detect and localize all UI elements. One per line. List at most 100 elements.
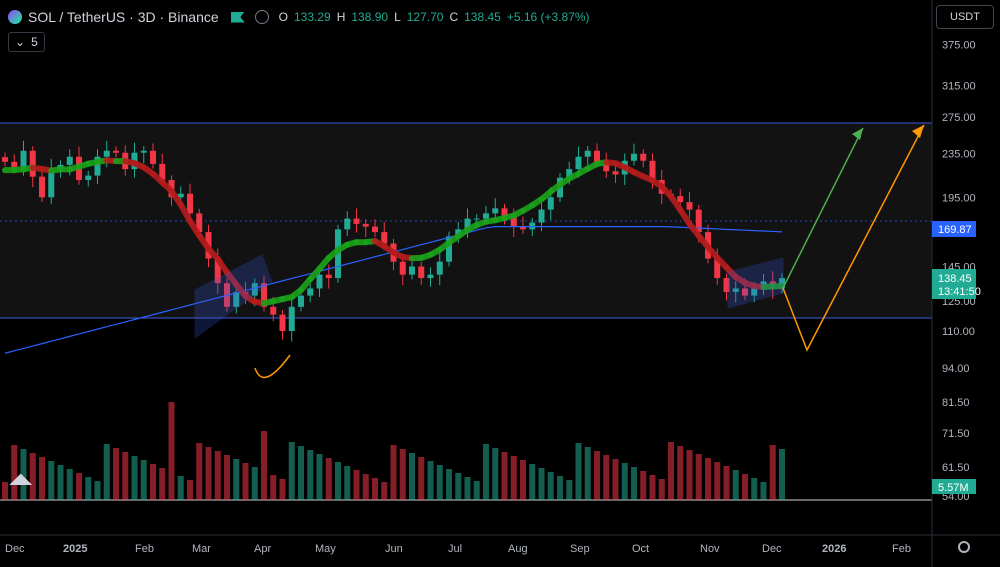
volume-bar <box>473 481 480 500</box>
volume-bar <box>594 451 600 500</box>
x-axis: Dec 2025 Feb Mar Apr May Jun Jul Aug Sep Oct Nov Dec… <box>5 543 911 555</box>
bottom-curve <box>254 354 291 379</box>
candle-body <box>372 226 378 233</box>
indicators-count: 5 <box>31 35 38 49</box>
candle-body <box>677 196 684 203</box>
volume-bar <box>418 457 425 500</box>
volume-bar <box>11 445 18 500</box>
volume-bar <box>48 461 55 500</box>
candle-body <box>298 295 304 307</box>
candle-body <box>686 202 693 210</box>
candle-body <box>85 175 92 180</box>
volume-bar <box>547 472 554 500</box>
visibility-icon[interactable] <box>254 10 269 24</box>
price-label-box <box>932 269 976 299</box>
x-tick-label: 2026 <box>822 543 846 555</box>
ma-label-value: 169.87 <box>938 224 972 236</box>
volume-bar <box>399 449 406 500</box>
volume-bar <box>742 474 748 500</box>
candle-body <box>48 169 55 198</box>
y-tick-label: 375.00 <box>942 40 976 52</box>
volume-bar <box>714 462 721 500</box>
candle-body <box>640 153 647 161</box>
volume-bar <box>649 475 656 500</box>
volume-bar <box>20 449 27 500</box>
volume-bar <box>362 474 369 500</box>
candle-body <box>409 266 415 275</box>
volume-bar <box>122 452 129 500</box>
candle-body <box>66 156 73 165</box>
candle-body <box>2 157 8 162</box>
x-tick-label: Jul <box>448 543 462 555</box>
candle-body <box>510 215 517 227</box>
volume-bar <box>529 464 536 500</box>
candle-body <box>362 223 369 227</box>
volume-bar <box>640 471 647 500</box>
volume-bar <box>140 460 147 500</box>
settings-gear-icon[interactable] <box>957 540 971 554</box>
candle-body <box>11 161 18 168</box>
candle-body <box>279 314 286 331</box>
x-tick-label: 2025 <box>63 543 87 555</box>
currency-button[interactable]: USDT <box>936 5 994 29</box>
volume-bar <box>446 469 452 500</box>
volume-bar <box>760 482 767 500</box>
y-tick-label: 61.50 <box>942 462 970 474</box>
volume-bar <box>779 449 785 500</box>
flag-icon[interactable] <box>230 11 245 23</box>
indicators-toggle[interactable]: ⌄ 5 <box>8 32 45 52</box>
volume-bar <box>751 478 758 500</box>
candle-body <box>177 193 184 198</box>
volume-bar <box>464 477 471 500</box>
y-tick-label: 275.00 <box>942 112 976 124</box>
chevron-down-icon: ⌄ <box>15 35 26 49</box>
open-label: O <box>278 10 288 24</box>
volume-bar <box>196 443 203 500</box>
symbol-title[interactable]: SOL / TetherUS · 3D · Binance <box>28 9 219 25</box>
x-tick-label: Apr <box>254 543 271 555</box>
candle-body <box>251 283 258 296</box>
volume-bar <box>298 446 304 500</box>
volume-bar <box>168 402 175 500</box>
x-tick-label: Mar <box>192 543 211 555</box>
candle-body <box>603 162 610 172</box>
volume-bar <box>603 455 610 500</box>
y-tick-label: 71.50 <box>942 428 970 440</box>
candle-body <box>575 156 582 170</box>
high-value: 138.90 <box>351 10 389 24</box>
volume-bar <box>159 468 166 500</box>
volume-bar <box>566 480 573 500</box>
volume-label-value: 5.57M <box>938 482 969 494</box>
candle-body <box>501 208 508 216</box>
y-tick-label: 315.00 <box>942 80 976 92</box>
volume-bar <box>66 469 73 500</box>
volume-bar <box>658 479 665 500</box>
candle-body <box>520 226 526 230</box>
volume-bar <box>39 457 45 500</box>
open-value: 133.29 <box>293 10 331 24</box>
close-value: 138.45 <box>464 10 501 24</box>
high-label: H <box>336 10 346 24</box>
x-tick-label: May <box>315 543 336 555</box>
volume-bar <box>492 448 499 500</box>
volume-bar <box>695 454 702 500</box>
candle-body <box>187 193 193 214</box>
y-tick-label: 94.00 <box>942 363 970 375</box>
close-label: C <box>449 10 459 24</box>
candle-body <box>261 283 267 307</box>
volume-bar <box>520 460 526 500</box>
volume-bar <box>76 473 82 500</box>
volume-bar <box>131 456 138 500</box>
candle-body <box>140 150 147 153</box>
candle-body <box>446 236 452 262</box>
low-label: L <box>394 10 401 24</box>
candle-body <box>612 171 619 175</box>
volume-bar <box>501 452 508 500</box>
candle-body <box>344 218 351 230</box>
y-axis: 375.00315.00275.00235.00195.00145.00125.… <box>932 40 981 503</box>
candle-body <box>399 261 406 275</box>
volume-bar <box>335 462 341 500</box>
low-value: 127.70 <box>406 10 444 24</box>
